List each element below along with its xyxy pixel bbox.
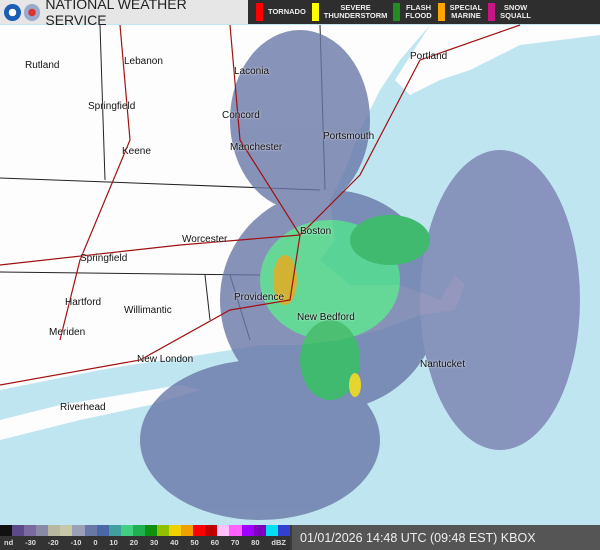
long-island [0,385,200,440]
scale-tick: 80 [251,538,260,547]
city-label: Worcester [182,234,228,245]
scale-color [12,525,25,536]
scale-color [120,525,133,536]
scale-color [205,525,218,536]
scale-color [144,525,158,536]
scale-tick: 70 [230,538,240,547]
warning-swatch [488,3,496,21]
warning-label: FLASH FLOOD [405,3,432,20]
city-label: Lebanon [124,56,163,67]
warning-label: SNOW SQUALL [500,3,532,20]
city-label: Concord [222,110,260,121]
scale-tick: 0 [93,538,98,547]
scale-tick: -10 [70,538,82,547]
scale-tick: nd [4,538,14,547]
scale-tick: 30 [149,538,159,547]
warning-legend: TORNADO SEVERE THUNDERSTORM FLASH FLOOD SPE… [248,0,600,24]
city-label: Portland [410,51,448,62]
warning-swatch [437,3,445,21]
dbz-color-scale: nd -30 -20 -10 0 10 20 30 40 50 60 70 80 dBZ [0,525,290,550]
city-label: Riverhead [60,402,106,413]
scale-color [265,525,278,536]
warning-swatch [393,3,401,21]
header: NATIONAL WEATHER SERVICE [0,0,248,28]
warning-type: SNOW SQUALL [488,3,531,21]
scale-color [253,525,266,536]
scale-tick: 10 [109,538,118,547]
scale-color [36,525,49,536]
city-label: New London [137,354,194,365]
scale-color [60,525,73,536]
warning-type: SEVERE THUNDERSTORM [311,3,388,21]
city-label: Willimantic [124,305,172,316]
warning-type: SPECIAL MARINE [437,3,483,21]
scale-tick: 20 [129,538,138,547]
city-label: Laconia [234,66,270,77]
maine-coast [395,25,600,95]
city-label: Nantucket [420,359,466,370]
scale-tick: dBZ [271,538,286,547]
scale-color [132,525,145,536]
scale-tick: 50 [190,538,199,547]
city-label: Portsmouth [323,131,375,142]
scale-tick: -20 [47,538,59,547]
warning-label: SPECIAL MARINE [449,3,483,20]
city-label: Boston [300,226,332,237]
scale-color [169,525,182,536]
scale-color [241,525,254,536]
scale-color [24,525,37,536]
timestamp: 01/01/2026 14:48 UTC (09:48 EST) KBOX [292,525,600,550]
city-label: Rutland [25,60,60,71]
noaa-logo [4,3,21,21]
scale-color [96,525,109,536]
scale-color [84,525,97,536]
scale-color [217,525,230,536]
warning-label: TORNADO [268,7,306,16]
scale-color [181,525,194,536]
warning-type: TORNADO [256,3,306,21]
scale-color [277,525,290,536]
city-label: Providence [234,292,285,303]
city-label: Manchester [230,142,283,153]
city-label: Springfield [88,101,136,112]
city-label: Springfield [80,253,128,264]
warning-type: FLASH FLOOD [393,3,432,21]
scale-color [229,525,242,536]
city-label: Hartford [65,297,102,308]
page-title: NATIONAL WEATHER SERVICE [45,0,187,28]
scale-color [0,525,13,536]
city-label: New Bedford [297,312,355,323]
footer: nd -30 -20 -10 0 10 20 30 40 50 60 70 80 dBZ 01/01/20… [0,525,600,550]
scale-color [157,525,170,536]
warning-swatch [311,3,319,21]
scale-color [193,525,206,536]
warning-swatch [256,3,263,21]
highways [0,24,521,386]
scale-color [108,525,121,536]
scale-color [48,525,61,536]
scale-color [72,525,85,536]
warning-label: SEVERE THUNDERSTORM [323,3,388,20]
city-label: Keene [122,146,151,157]
city-label: Meriden [49,327,86,338]
scale-tick: 40 [170,538,179,547]
nws-logo [23,3,41,21]
scale-tick: 60 [210,538,219,547]
radar-echoes [140,30,580,520]
scale-tick: -30 [25,538,36,547]
